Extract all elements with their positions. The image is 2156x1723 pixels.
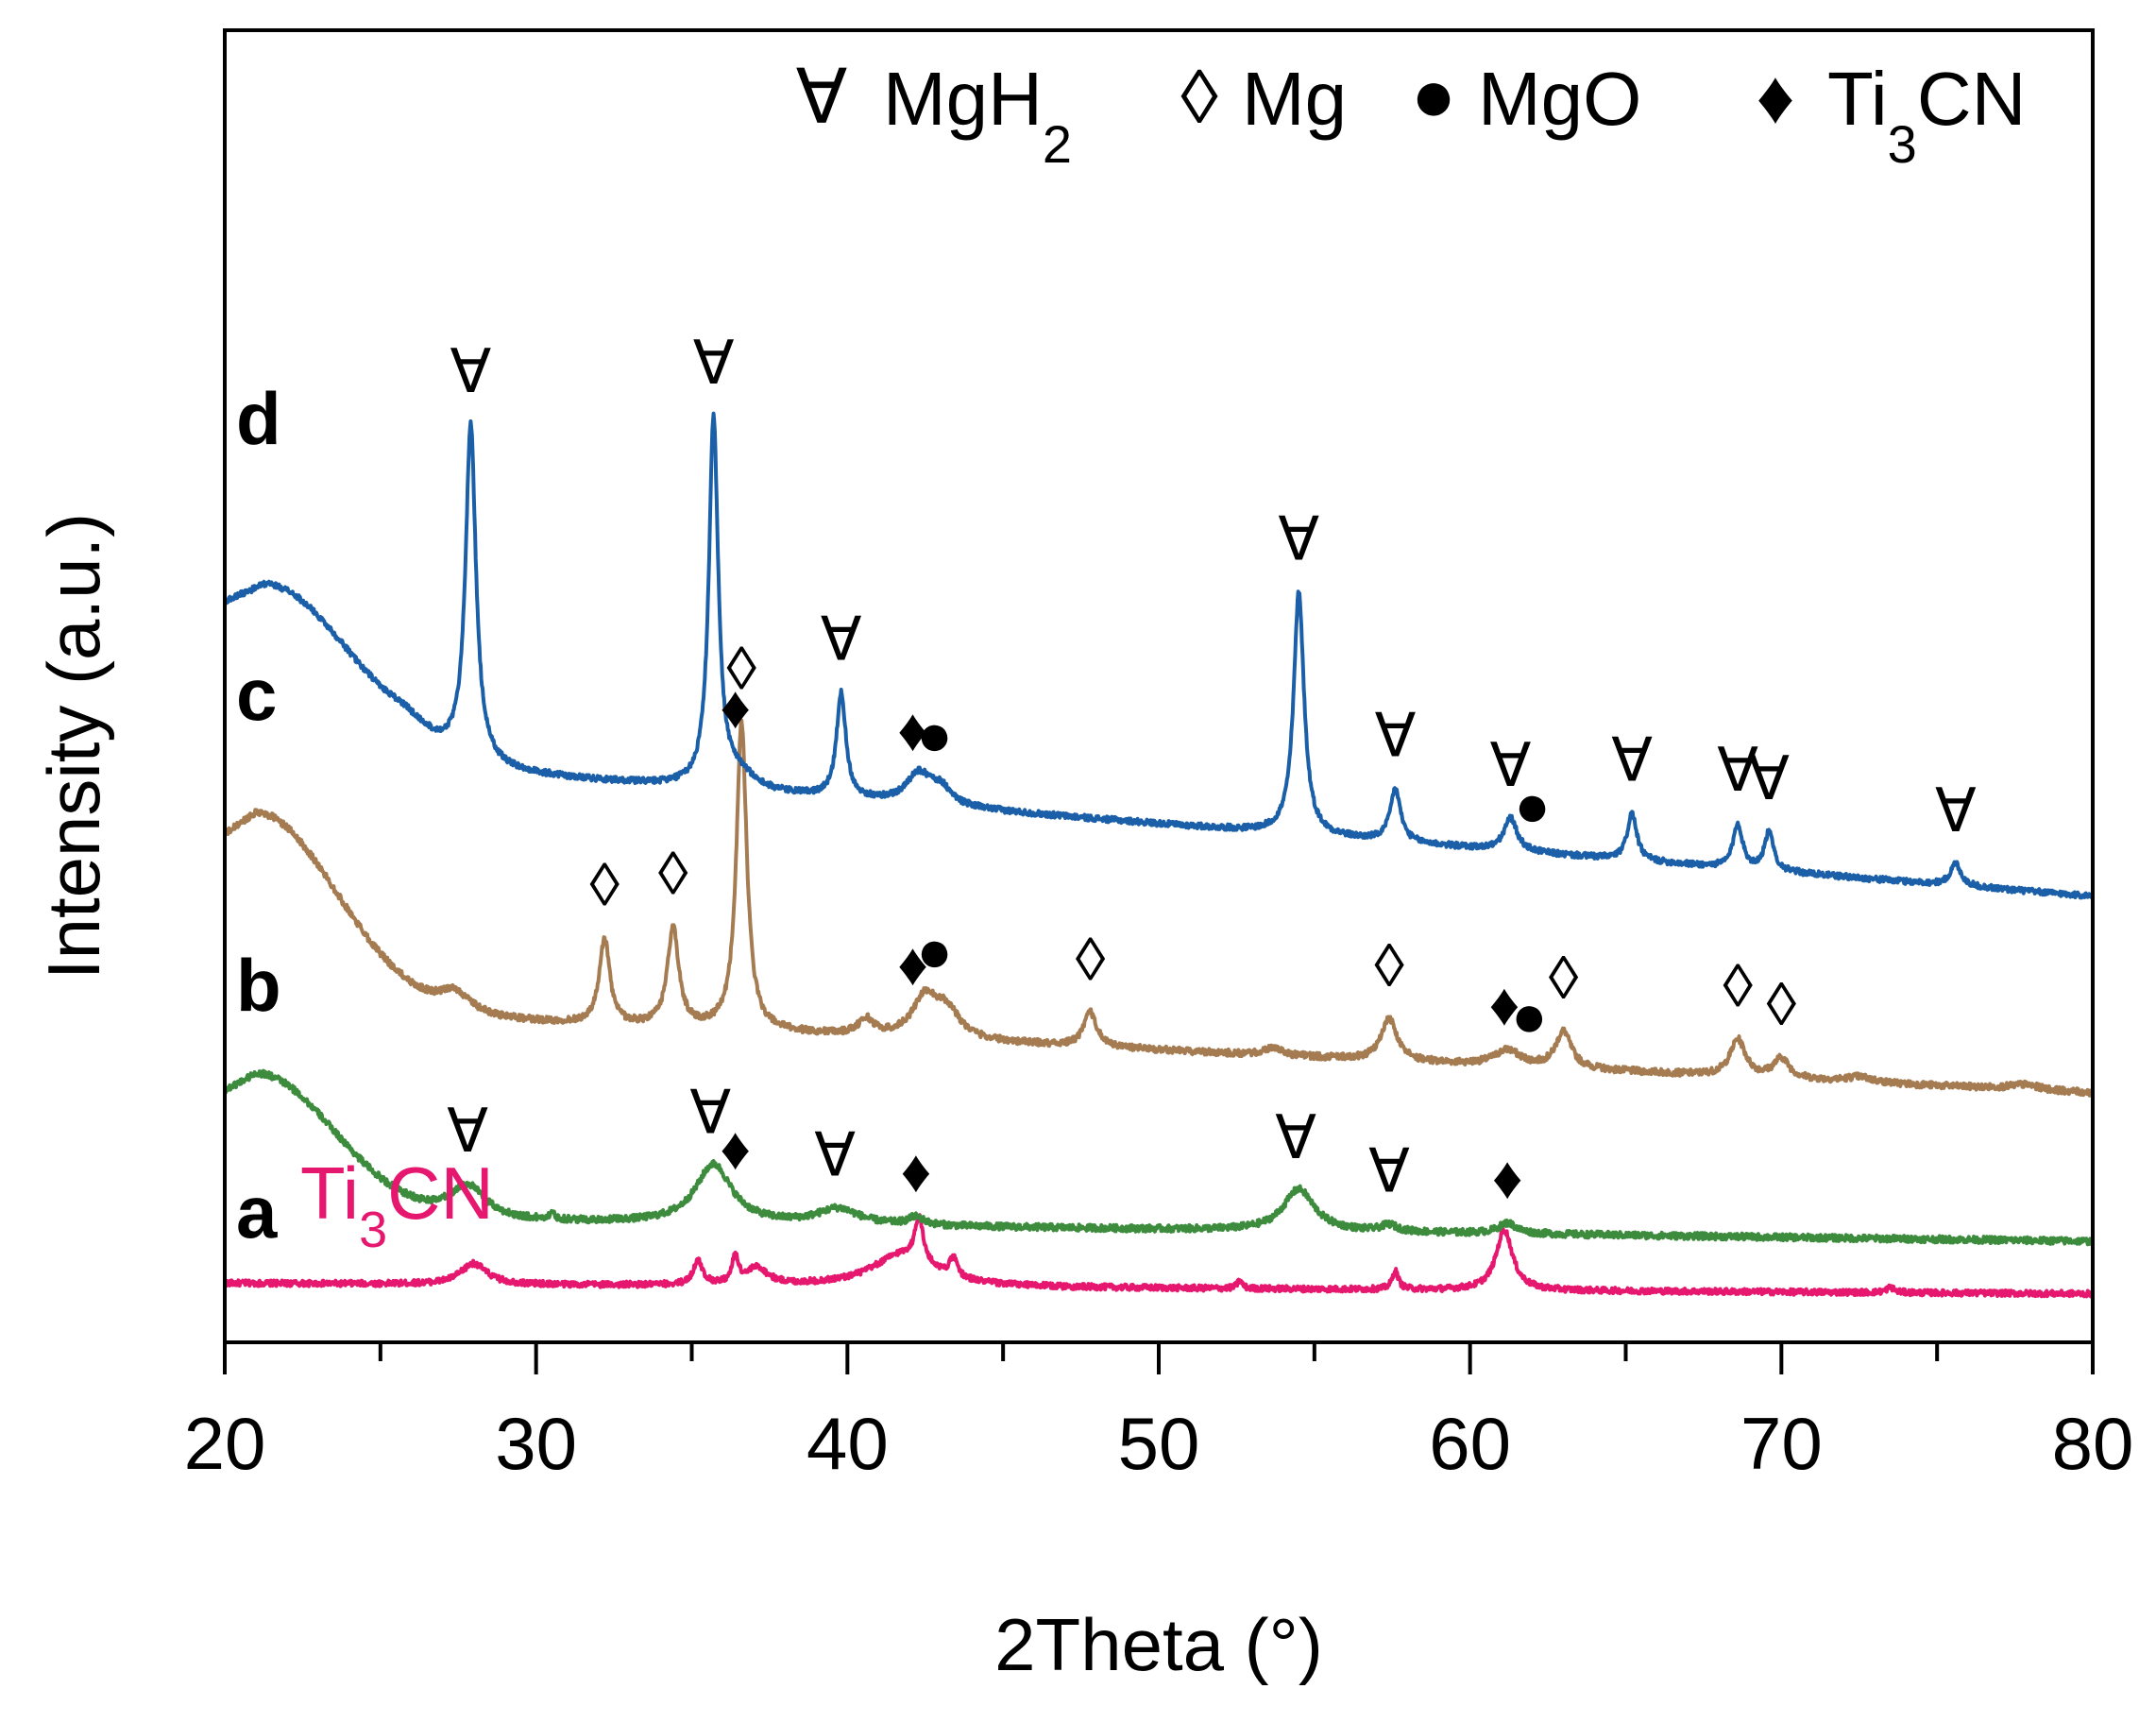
phase-marker-mg-c: ◊ [1549,944,1579,1012]
phase-marker-mgo-c: ● [1511,981,1548,1049]
phase-marker-mgh2-d: ∀ [693,329,735,397]
phase-marker-mgh2-d: ∀ [1375,702,1417,770]
phase-marker-mg-c: ◊ [1723,952,1753,1020]
phase-marker-mg-c: ◊ [589,851,620,919]
phase-marker-mgh2-d: ∀ [1748,744,1790,812]
y-axis-title: Intensity (a.u.) [32,513,115,980]
phase-marker-mgh2-d: ∀ [821,605,862,673]
x-tick-label-60: 60 [1429,1402,1511,1485]
trace-label-c: c [236,653,277,736]
legend-label-mgh2: MgH2 [883,57,1072,174]
legend: ∀ MgH2 ◊ Mg ● MgO ♦ Ti3CN [796,53,2027,174]
legend-label-ti3cn-main: Ti [1827,57,1888,141]
phase-marker-ti3cn-c: ♦ [1489,970,1520,1038]
phase-marker-mgh2-b: ∀ [447,1097,488,1165]
phase-marker-mg-c: ◊ [1076,926,1106,994]
x-tick-label-50: 50 [1118,1402,1200,1485]
phase-marker-ti3cn-d: ♦ [897,696,928,764]
phase-marker-mgh2-b: ∀ [689,1078,731,1146]
series-line-b [223,1068,2095,1247]
trace-sublabel-a-main: Ti [300,1152,359,1235]
legend-label-mgh2-sub: 2 [1043,114,1072,174]
phase-marker-mgh2-b: ∀ [1368,1137,1410,1205]
phase-marker-ti3cn-d: ♦ [720,674,751,742]
phase-marker-layer: ∀ ∀∀♦ ♦●∀∀ ∀●∀ ∀∀ ∀◊ ◊◊♦● ◊ ◊♦●◊ ◊ ◊∀ ∀♦ ∀ ♦ ∀ ∀ ♦ [447,329,1977,1211]
trace-label-d: d [236,377,281,460]
phase-marker-mgh2-d: ∀ [1717,736,1758,804]
series-line-c [223,718,2095,1098]
phase-marker-mgh2-b: ∀ [1275,1103,1316,1171]
trace-sublabel-a-suffix: CN [387,1152,494,1235]
legend-symbol-mg: ◊ [1180,55,1218,139]
trace-label-b: b [236,944,281,1027]
x-axis-ticks: 20 30 40 50 60 70 80 [184,1342,2134,1485]
trace-labels: d c b a Ti3CN [236,377,494,1258]
legend-symbol-ti3cn: ♦ [1757,55,1795,139]
phase-marker-mgh2-d: ∀ [1490,731,1532,799]
x-tick-label-30: 30 [495,1402,577,1485]
phase-marker-mgo-d: ● [1514,771,1551,839]
phase-marker-mgo-c: ● [916,917,953,985]
legend-label-mgo: MgO [1478,57,1641,141]
phase-marker-mgh2-d: ∀ [1935,776,1977,844]
x-axis-title: 2Theta (°) [994,1603,1323,1686]
phase-marker-mgh2-d: ∀ [1611,726,1653,794]
x-tick-label-80: 80 [2052,1402,2134,1485]
legend-label-ti3cn-sub: 3 [1888,114,1917,174]
legend-label-mgh2-main: MgH [883,57,1043,141]
phase-marker-mg-c: ◊ [726,635,756,703]
phase-marker-mgo-d: ● [916,701,953,769]
x-tick-label-70: 70 [1740,1402,1823,1485]
trace-sublabel-a-sub: 3 [359,1202,387,1258]
legend-label-mg: Mg [1242,57,1347,141]
legend-symbol-mgo: ● [1411,53,1456,137]
series-line-a [223,1213,2095,1299]
series-line-d [223,411,2095,900]
legend-label-ti3cn: Ti3CN [1827,57,2026,174]
legend-symbol-mgh2: ∀ [796,55,848,139]
phase-marker-mgh2-b: ∀ [814,1121,856,1189]
legend-label-ti3cn-suffix: CN [1917,57,2027,141]
phase-marker-ti3cn-b: ♦ [1492,1144,1523,1212]
trace-label-a: a [236,1170,278,1254]
phase-marker-mgh2-d: ∀ [1278,504,1319,572]
x-tick-label-20: 20 [184,1402,266,1485]
series-layer [223,411,2095,1299]
phase-marker-ti3cn-b: ♦ [901,1137,932,1205]
phase-marker-mg-c: ◊ [1766,970,1796,1038]
phase-marker-ti3cn-b: ♦ [720,1114,751,1182]
phase-marker-mgh2-d: ∀ [450,337,492,405]
phase-marker-mg-c: ◊ [1374,931,1404,999]
x-tick-label-40: 40 [806,1402,889,1485]
phase-marker-mg-c: ◊ [658,839,688,907]
phase-marker-ti3cn-c: ♦ [897,930,928,998]
trace-sublabel-a: Ti3CN [300,1152,494,1258]
